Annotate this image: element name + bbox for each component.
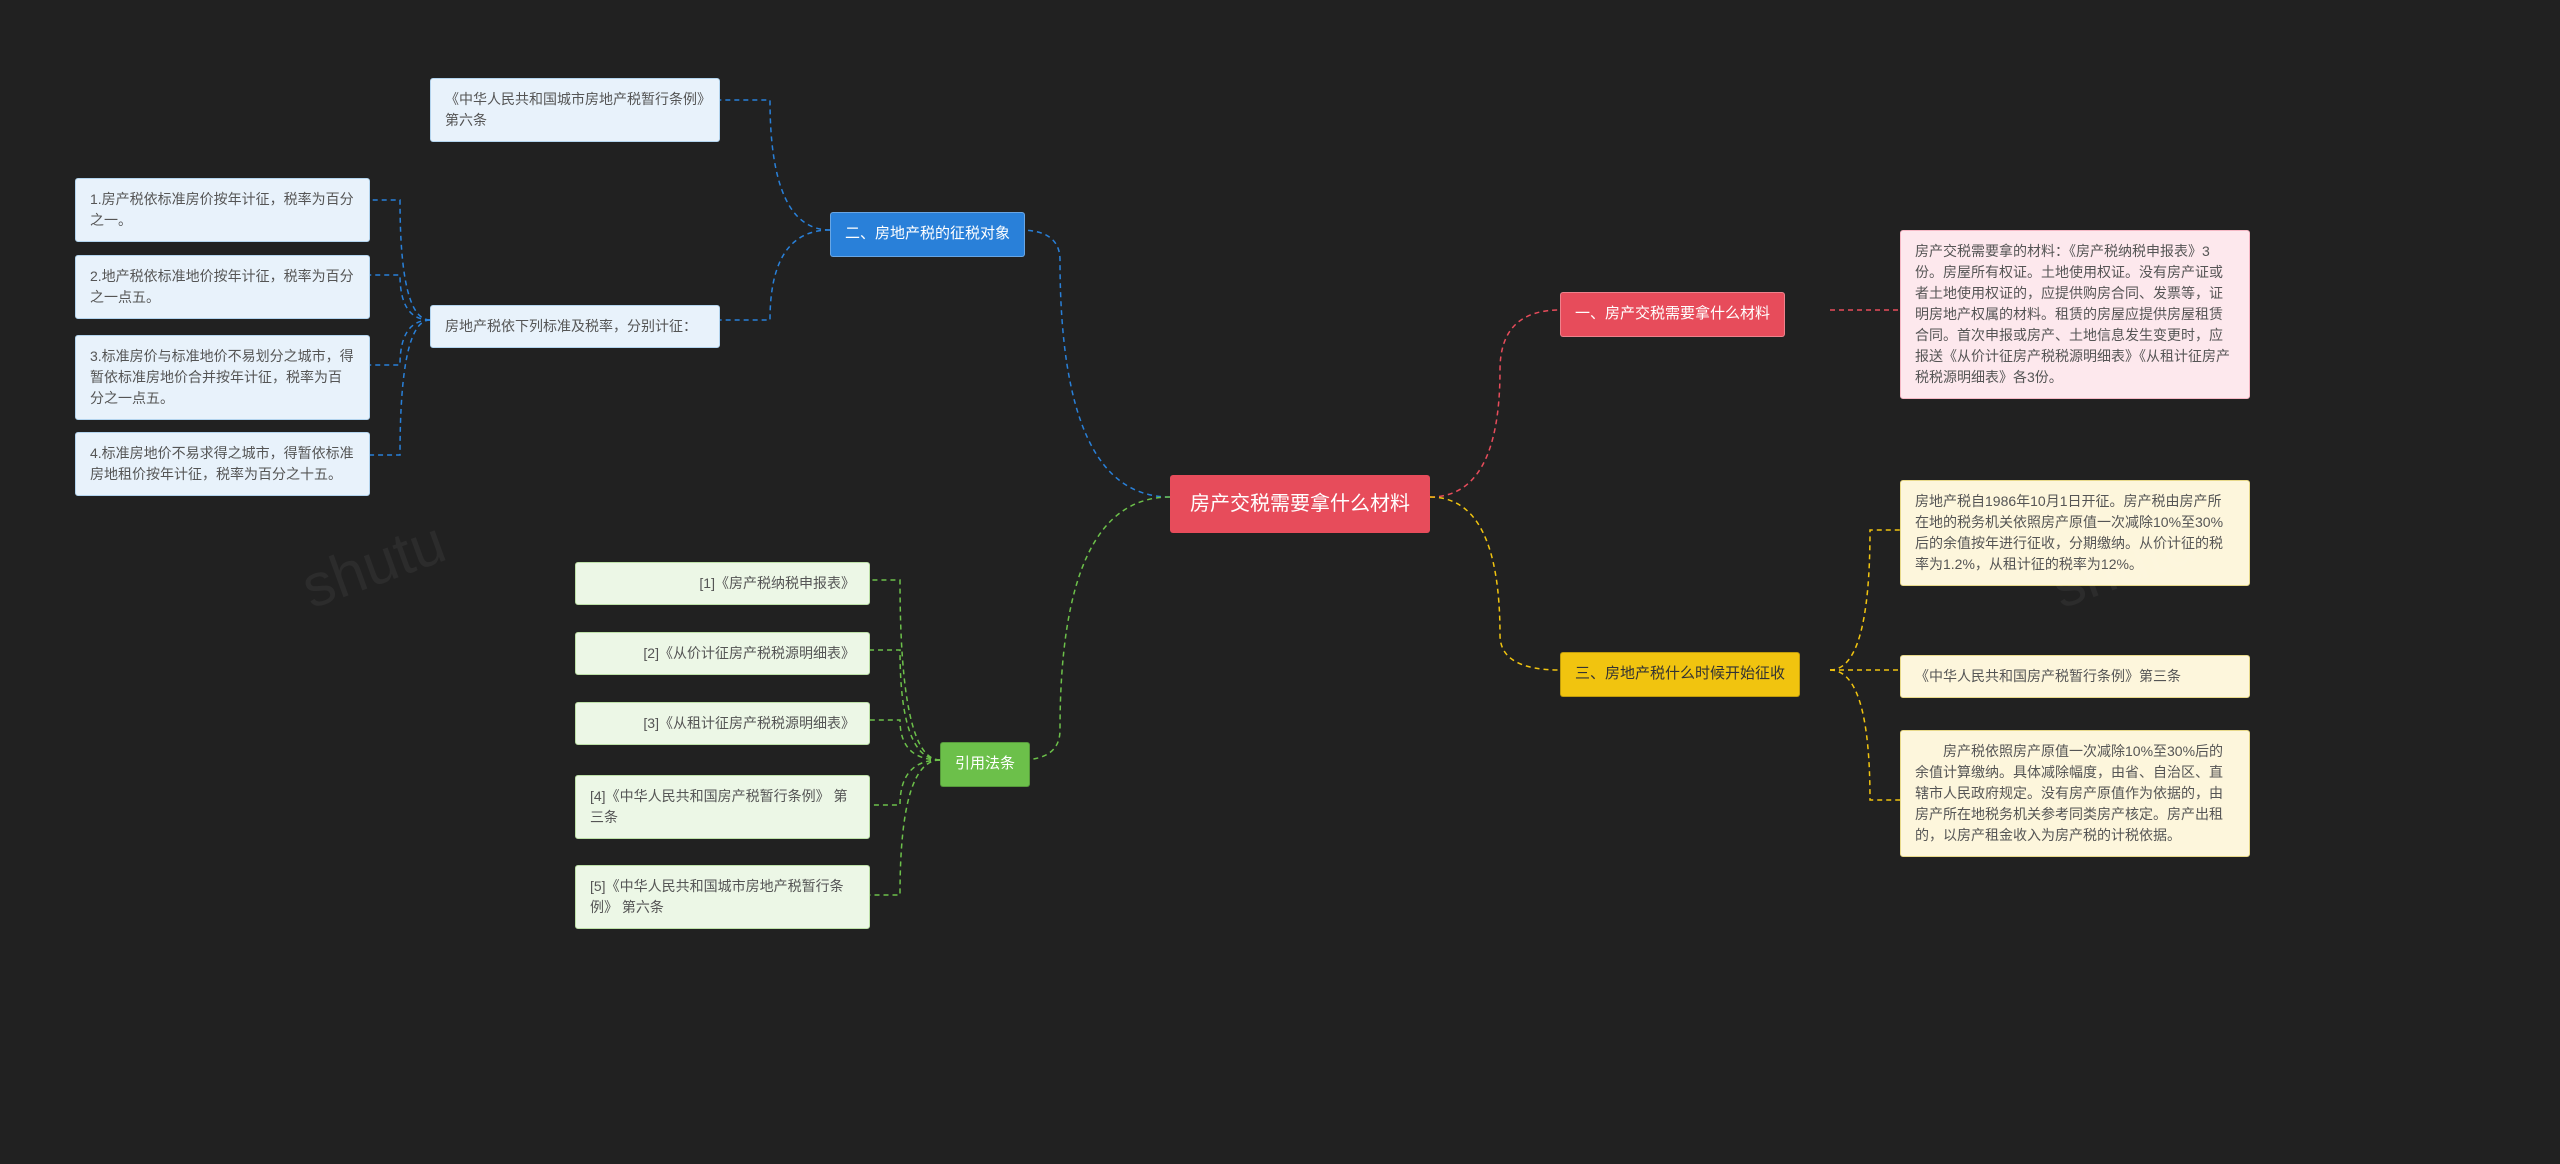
branch-citation-text: 引用法条 [955, 755, 1015, 772]
leaf-materials-detail[interactable]: 房产交税需要拿的材料：《房产税纳税申报表》3份。房屋所有权证。土地使用权证。没有… [1900, 230, 2250, 399]
leaf-target-sub2[interactable]: 房地产税依下列标准及税率，分别计征： [430, 305, 720, 348]
leaf-rate-4[interactable]: 4.标准房地价不易求得之城市，得暂依标准房地租价按年计征，税率为百分之十五。 [75, 432, 370, 496]
leaf-cite-1[interactable]: [1]《房产税纳税申报表》 [575, 562, 870, 605]
leaf-materials-text: 房产交税需要拿的材料：《房产税纳税申报表》3份。房屋所有权证。土地使用权证。没有… [1915, 243, 2230, 385]
leaf-rate-1[interactable]: 1.房产税依标准房价按年计征，税率为百分之一。 [75, 178, 370, 242]
leaf-when-3[interactable]: 房产税依照房产原值一次减除10%至30%后的余值计算缴纳。具体减除幅度，由省、自… [1900, 730, 2250, 857]
branch-materials-text: 一、房产交税需要拿什么材料 [1575, 305, 1770, 322]
leaf-cite-5[interactable]: [5]《中华人民共和国城市房地产税暂行条例》 第六条 [575, 865, 870, 929]
leaf-cite-3[interactable]: [3]《从租计征房产税税源明细表》 [575, 702, 870, 745]
leaf-target-sub2-text: 房地产税依下列标准及税率，分别计征： [445, 318, 697, 334]
leaf-when-2[interactable]: 《中华人民共和国房产税暂行条例》第三条 [1900, 655, 2250, 698]
root-text: 房产交税需要拿什么材料 [1190, 493, 1410, 515]
leaf-cite-2[interactable]: [2]《从价计征房产税税源明细表》 [575, 632, 870, 675]
branch-target[interactable]: 二、房地产税的征税对象 [830, 212, 1025, 257]
leaf-cite-4[interactable]: [4]《中华人民共和国房产税暂行条例》 第三条 [575, 775, 870, 839]
leaf-cite-2-text: [2]《从价计征房产税税源明细表》 [643, 645, 855, 661]
branch-when-text: 三、房地产税什么时候开始征收 [1575, 665, 1785, 682]
leaf-when-1[interactable]: 房地产税自1986年10月1日开征。房产税由房产所在地的税务机关依照房产原值一次… [1900, 480, 2250, 586]
leaf-rate-1-text: 1.房产税依标准房价按年计征，税率为百分之一。 [90, 191, 354, 228]
leaf-rate-3-text: 3.标准房价与标准地价不易划分之城市，得暂依标准房地价合并按年计征，税率为百分之… [90, 348, 354, 406]
leaf-cite-3-text: [3]《从租计征房产税税源明细表》 [643, 715, 855, 731]
branch-target-text: 二、房地产税的征税对象 [845, 225, 1010, 242]
leaf-target-sub1-text: 《中华人民共和国城市房地产税暂行条例》第六条 [445, 91, 704, 128]
branch-when[interactable]: 三、房地产税什么时候开始征收 [1560, 652, 1800, 697]
leaf-when-3-text: 房产税依照房产原值一次减除10%至30%后的余值计算缴纳。具体减除幅度，由省、自… [1915, 743, 2223, 843]
leaf-cite-4-text: [4]《中华人民共和国房产税暂行条例》 第三条 [590, 788, 847, 825]
branch-citation[interactable]: 引用法条 [940, 742, 1030, 787]
branch-materials[interactable]: 一、房产交税需要拿什么材料 [1560, 292, 1785, 337]
root-node[interactable]: 房产交税需要拿什么材料 [1170, 475, 1430, 533]
leaf-when-1-text: 房地产税自1986年10月1日开征。房产税由房产所在地的税务机关依照房产原值一次… [1915, 493, 2223, 572]
leaf-when-2-text: 《中华人民共和国房产税暂行条例》第三条 [1915, 668, 2181, 684]
leaf-cite-1-text: [1]《房产税纳税申报表》 [699, 575, 855, 591]
leaf-cite-5-text: [5]《中华人民共和国城市房地产税暂行条例》 第六条 [590, 878, 844, 915]
watermark: shutu [293, 507, 455, 622]
leaf-rate-2-text: 2.地产税依标准地价按年计征，税率为百分之一点五。 [90, 268, 354, 305]
leaf-rate-3[interactable]: 3.标准房价与标准地价不易划分之城市，得暂依标准房地价合并按年计征，税率为百分之… [75, 335, 370, 420]
leaf-rate-4-text: 4.标准房地价不易求得之城市，得暂依标准房地租价按年计征，税率为百分之十五。 [90, 445, 354, 482]
leaf-target-sub1[interactable]: 《中华人民共和国城市房地产税暂行条例》第六条 [430, 78, 720, 142]
leaf-rate-2[interactable]: 2.地产税依标准地价按年计征，税率为百分之一点五。 [75, 255, 370, 319]
